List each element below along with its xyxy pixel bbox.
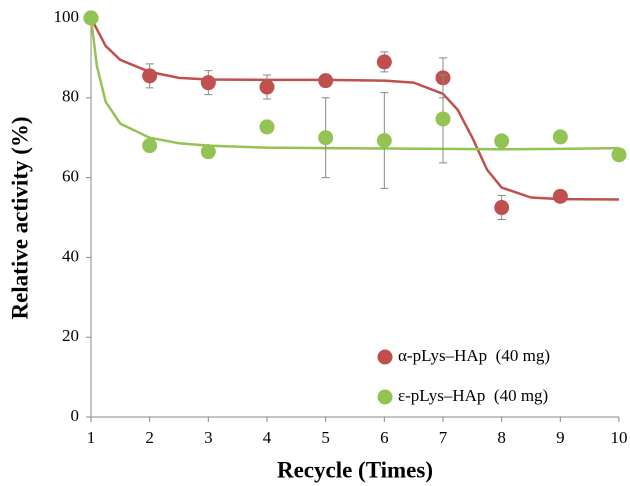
data-point: [200, 75, 216, 91]
y-tick-label: 60: [62, 167, 79, 186]
x-tick-label: 7: [439, 428, 448, 447]
x-tick-label: 8: [497, 428, 506, 447]
x-axis-label: Recycle (Times): [277, 457, 433, 482]
legend-marker: [377, 349, 393, 365]
data-point: [611, 147, 627, 163]
legend-label: α-pLys–HAp (40 mg): [398, 346, 550, 365]
data-point: [83, 10, 99, 26]
y-tick-label: 100: [54, 7, 80, 26]
data-point: [494, 200, 510, 216]
legend-label: ε-pLys–HAp (40 mg): [398, 386, 548, 405]
y-tick-label: 80: [62, 87, 79, 106]
x-tick-label: 6: [380, 428, 389, 447]
x-tick-label: 5: [321, 428, 330, 447]
data-point: [142, 68, 158, 84]
data-point: [200, 144, 216, 160]
y-tick-label: 0: [71, 406, 80, 425]
x-tick-label: 2: [145, 428, 154, 447]
x-tick-label: 3: [204, 428, 213, 447]
data-point: [552, 188, 568, 204]
x-tick-label: 9: [556, 428, 565, 447]
y-axis-label: Relative activity (%): [7, 116, 32, 319]
data-point: [376, 132, 392, 148]
data-point: [376, 54, 392, 70]
data-point: [318, 73, 334, 89]
data-point: [142, 138, 158, 154]
fit-curve: [89, 17, 620, 151]
data-point: [494, 133, 510, 149]
data-point: [435, 111, 451, 127]
x-tick-label: 4: [263, 428, 272, 447]
x-tick-label: 10: [611, 428, 628, 447]
data-point: [259, 119, 275, 135]
legend-marker: [377, 389, 393, 405]
data-point: [318, 130, 334, 146]
y-tick-label: 40: [62, 246, 79, 265]
x-tick-label: 1: [87, 428, 96, 447]
data-point: [259, 79, 275, 95]
fit-curve: [89, 17, 620, 201]
data-point: [552, 129, 568, 145]
y-tick-label: 20: [62, 326, 79, 345]
